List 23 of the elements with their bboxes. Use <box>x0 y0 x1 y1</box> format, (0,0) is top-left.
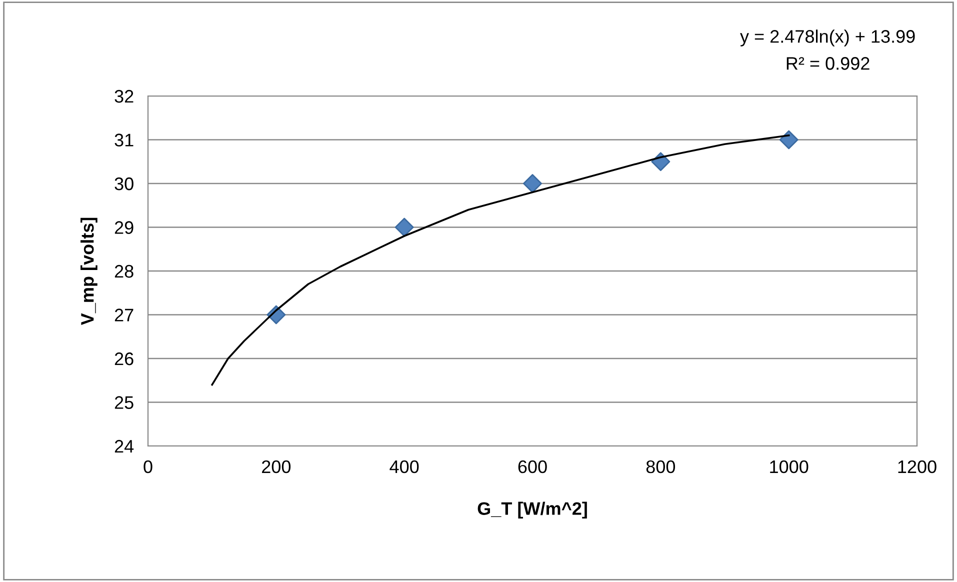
point <box>779 130 798 150</box>
y-tick-label: 28 <box>114 264 134 278</box>
y-tick-label: 26 <box>114 352 134 366</box>
y-tick-label: 27 <box>114 308 134 322</box>
y-tick-label: 30 <box>114 177 134 190</box>
y-tick-label: 29 <box>114 221 134 234</box>
y-tick-label: 24 <box>114 440 134 453</box>
y-tick-label: 32 <box>114 90 134 103</box>
text: R² = 0.992 <box>786 57 870 70</box>
x-tick-label: 200 <box>262 460 291 474</box>
x-tick-label: 1200 <box>898 460 936 474</box>
y-tick-label: 25 <box>114 396 134 409</box>
point <box>394 218 414 237</box>
point <box>523 174 542 193</box>
x-tick-label: 400 <box>390 460 419 474</box>
x-axis-title: G_T [W/m^2] <box>478 502 587 519</box>
text: y = 2.478ln(x) + 13.99 <box>740 30 915 46</box>
x-tick-label: 800 <box>646 460 676 474</box>
y-axis-title: V_mp [volts] <box>80 218 98 326</box>
x-tick-label: 1000 <box>770 460 808 474</box>
x-tick-label: 600 <box>518 460 547 474</box>
y-tick-label: 31 <box>114 134 134 146</box>
x-tick-label: 0 <box>144 460 152 474</box>
